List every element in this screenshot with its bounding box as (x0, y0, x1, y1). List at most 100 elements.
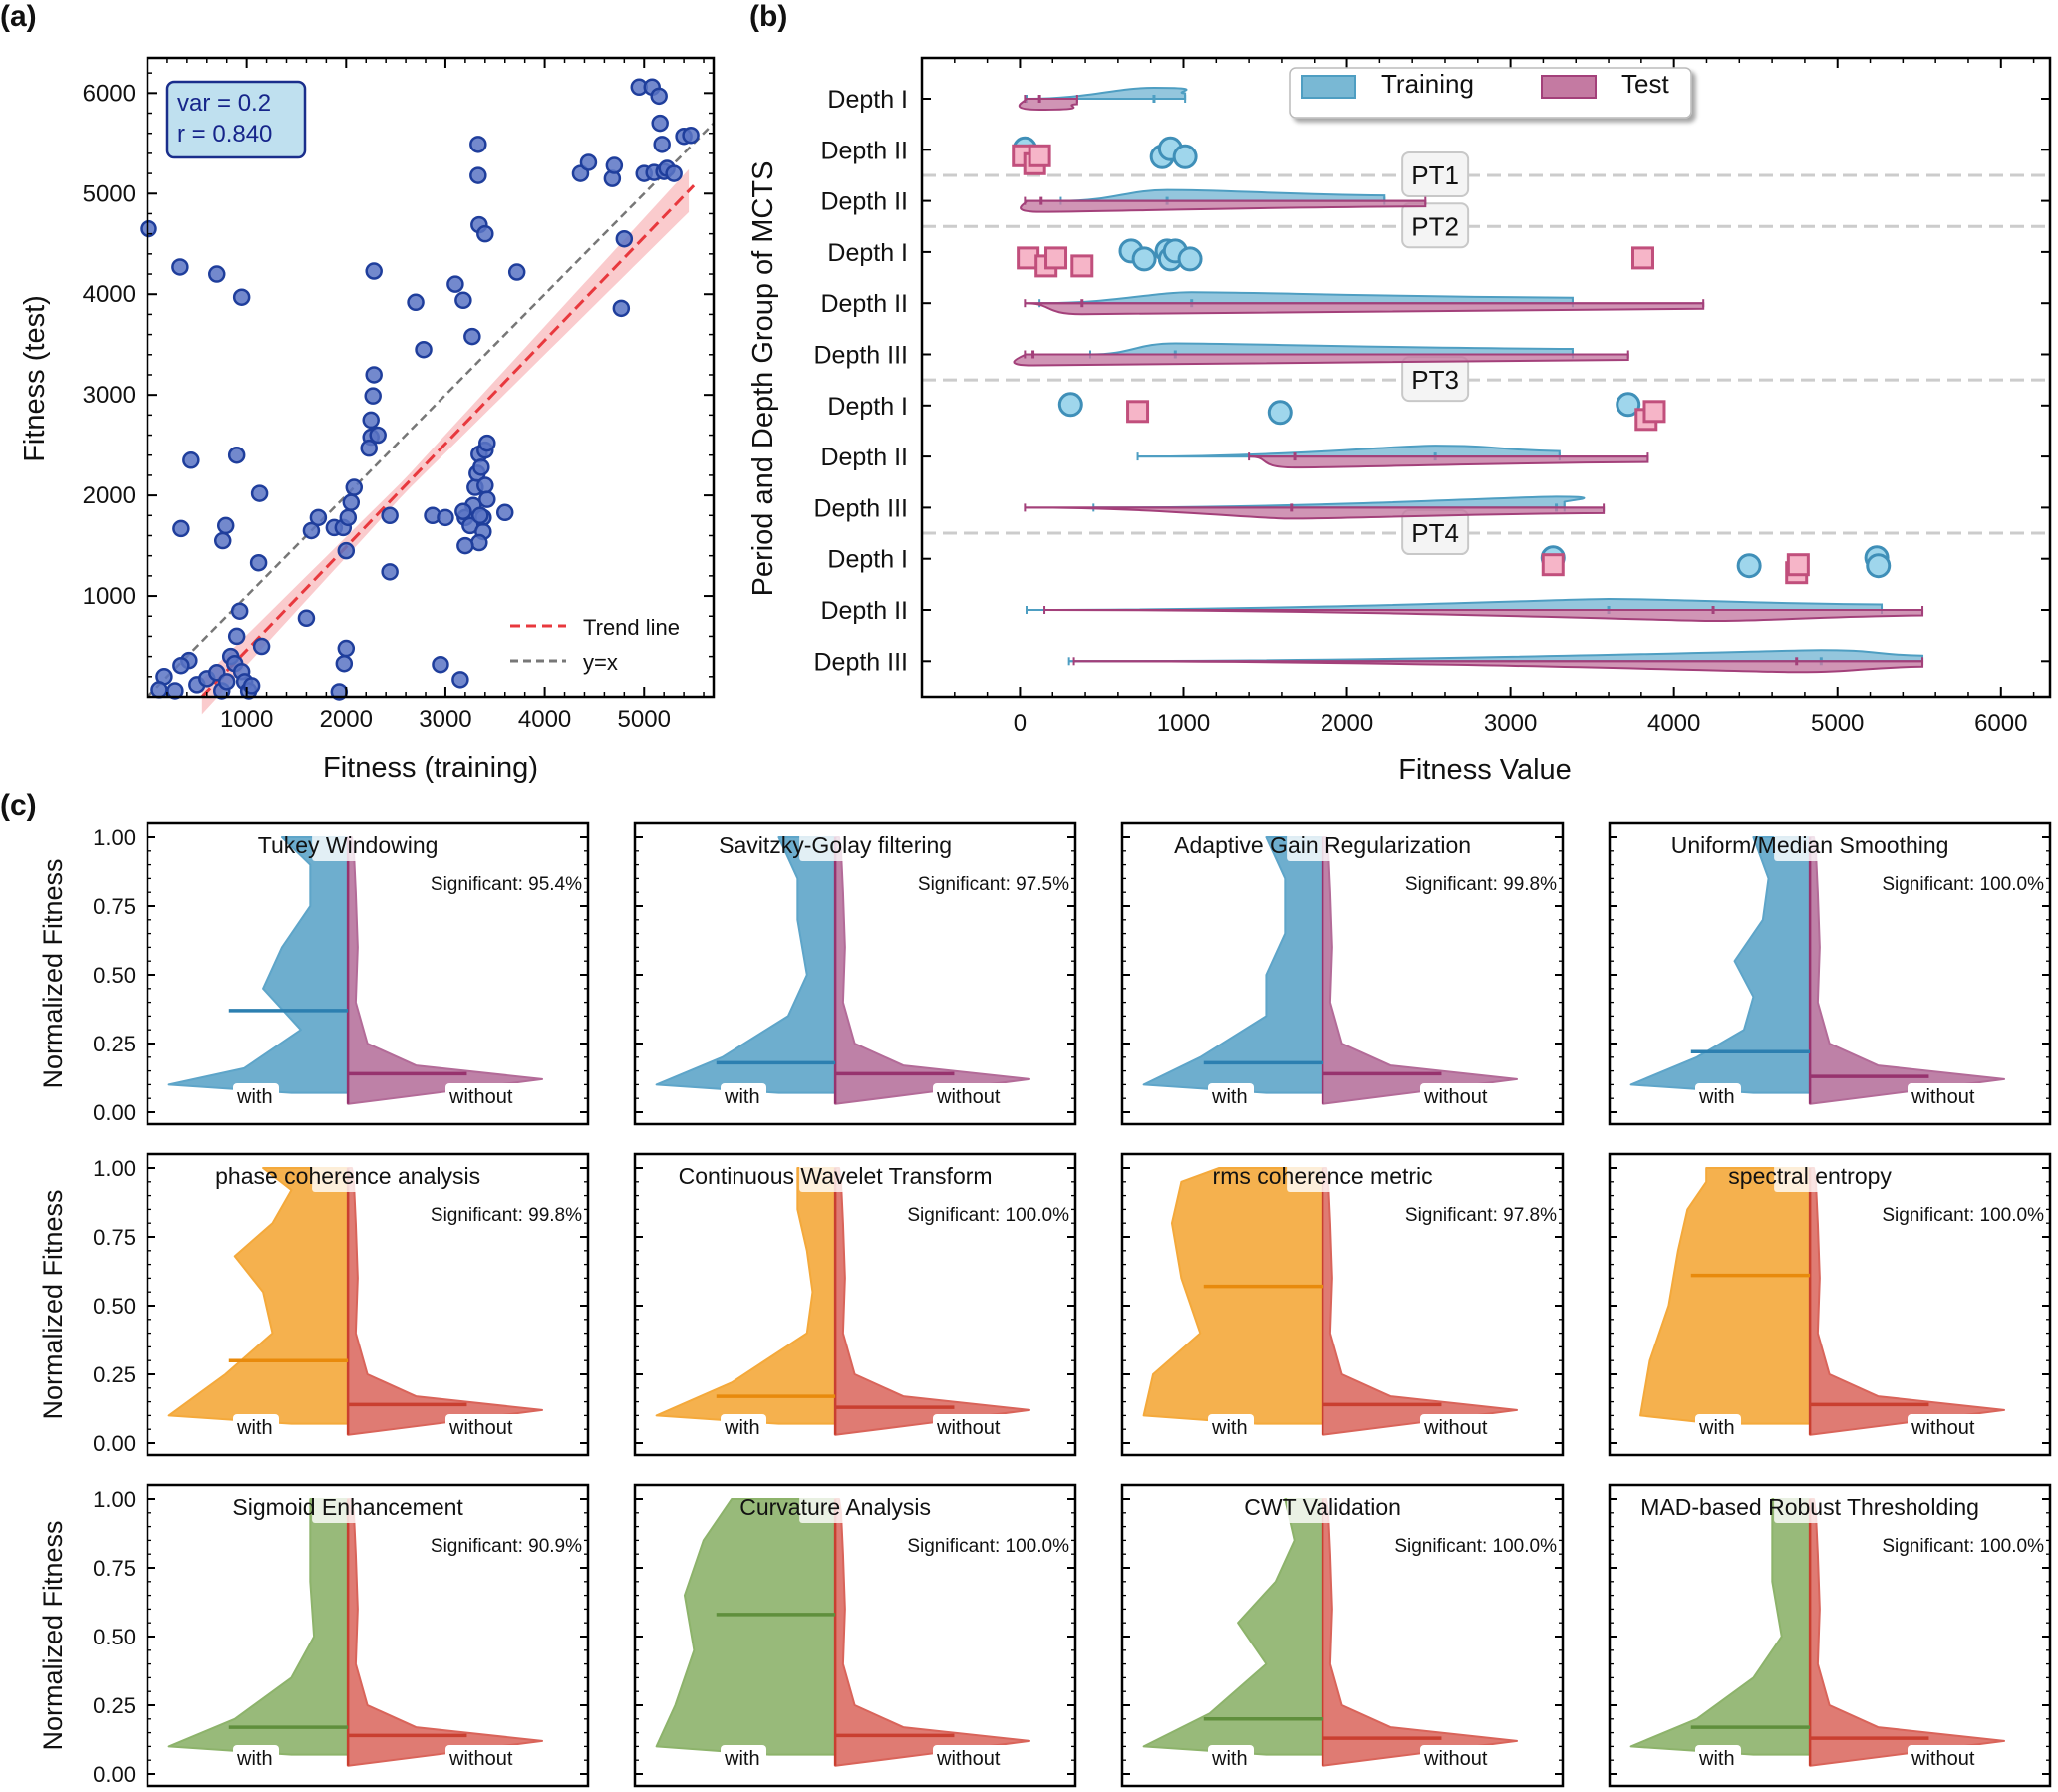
y-tick-label: 3000 (83, 382, 136, 409)
period-label-box (1401, 202, 1470, 249)
legend-test-swatch (1541, 75, 1597, 99)
period-label: PT2 (1411, 211, 1459, 241)
title-backing (312, 1162, 385, 1192)
with-label-backing (233, 1745, 279, 1771)
training-point (1131, 246, 1157, 272)
significance-label: Significant: 100.0% (1394, 1536, 1557, 1557)
without-label-backing (1420, 1414, 1496, 1440)
with-violin (167, 1167, 350, 1425)
significance-label: Significant: 97.5% (918, 874, 1069, 895)
scatter-point (605, 156, 624, 174)
scatter-point (172, 519, 190, 538)
without-label-backing (1908, 1745, 1983, 1771)
scatter-point (342, 493, 361, 511)
scatter-point (454, 291, 472, 310)
y-tick-label: 0.00 (93, 1762, 136, 1787)
without-label-backing (1908, 1414, 1983, 1440)
with-label-backing (1208, 1083, 1254, 1109)
scatter-point (242, 677, 261, 695)
scatter-point (381, 506, 399, 525)
trend-line (200, 184, 696, 699)
with-violin (1142, 836, 1324, 1094)
training-point (1736, 553, 1762, 579)
x-tick-label: 6000 (1974, 710, 2027, 737)
with-label-backing (1208, 1414, 1254, 1440)
training-point (1177, 246, 1203, 272)
panel-c-ylabel: Normalized Fitness (38, 1520, 68, 1750)
without-label-backing (1908, 1083, 1983, 1109)
test-violin (1073, 660, 1924, 674)
without-label-backing (445, 1745, 521, 1771)
y-tick-label: 0.50 (93, 963, 136, 988)
test-point (1642, 400, 1666, 424)
test-point (1630, 246, 1654, 270)
x-tick-label: 5000 (618, 706, 671, 733)
without-label-backing (933, 1745, 1009, 1771)
y-tick-label: 0.00 (93, 1431, 136, 1456)
scatter-point (454, 502, 472, 521)
training-violin (1039, 291, 1574, 305)
training-point (1172, 144, 1198, 169)
period-label-box (1401, 150, 1470, 197)
with-label-backing (1208, 1745, 1254, 1771)
test-point (1044, 246, 1068, 270)
scatter-point (360, 439, 378, 457)
x-tick-label: 4000 (518, 706, 571, 733)
test-violin (1018, 98, 1078, 112)
with-label: with (1698, 1417, 1735, 1439)
scatter-point (232, 288, 251, 306)
scatter-point (365, 366, 383, 384)
training-point (1616, 392, 1641, 418)
without-label: without (1911, 1417, 1975, 1439)
scatter-point (182, 451, 200, 469)
subplot-11: CWT Validation Significant: 100.0% with wit… (1120, 1483, 1565, 1788)
scatter-point (213, 531, 232, 550)
legend-training-label: Training (1381, 69, 1474, 99)
panel-b-legend: Training Test (1289, 67, 1692, 119)
scatter-point (653, 136, 671, 153)
with-label-backing (1695, 1083, 1741, 1109)
row-label: Depth III (814, 494, 909, 522)
significance-label: Significant: 100.0% (1882, 1205, 2044, 1226)
test-point (1070, 254, 1094, 278)
training-point (1267, 400, 1293, 426)
row-label: Depth II (820, 444, 908, 471)
panel-a-xlabel: Fitness (training) (323, 752, 538, 784)
title-backing (312, 831, 385, 861)
row-label: Depth III (814, 342, 909, 370)
scatter-point (476, 476, 494, 494)
scatter-point (309, 508, 328, 527)
period-label: PT4 (1411, 518, 1459, 548)
with-label-backing (1695, 1745, 1741, 1771)
without-label-backing (933, 1083, 1009, 1109)
with-violin (655, 1498, 837, 1756)
scatter-point (507, 263, 526, 281)
panel-label-c: (c) (0, 789, 37, 822)
with-label: with (1211, 1417, 1248, 1439)
y-tick-label: 0.25 (93, 1032, 136, 1056)
stats-r: r = 0.840 (177, 121, 272, 148)
x-tick-label: 0 (1014, 710, 1027, 737)
subplot-10: Curvature Analysis Significant: 100.0% wit… (633, 1483, 1077, 1788)
scatter-point (364, 387, 382, 405)
with-label: with (1211, 1086, 1248, 1108)
period-label: PT3 (1411, 365, 1459, 395)
panel-b-xlabel: Fitness Value (1398, 754, 1572, 786)
scatter-point (302, 521, 321, 540)
subplot-title: Adaptive Gain Regularization (1174, 832, 1471, 858)
panel-c-ylabel: Normalized Fitness (38, 858, 68, 1088)
subplot-6: Continuous Wavelet Transform Significant:… (633, 1152, 1077, 1457)
row-label: Depth III (814, 648, 909, 676)
scatter-point (337, 639, 356, 658)
x-tick-label: 5000 (1811, 710, 1864, 737)
significance-label: Significant: 100.0% (1882, 874, 2044, 895)
scatter-point (217, 673, 236, 691)
y-tick-label: 0.75 (93, 1225, 136, 1250)
row-label: Depth II (820, 188, 908, 216)
subplot-12: MAD-based Robust Thresholding Significant… (1608, 1483, 2052, 1788)
panel-b-ylabel: Period and Depth Group of MCTS (747, 161, 779, 597)
scatter-point (252, 637, 271, 656)
significance-label: Significant: 95.4% (431, 874, 582, 895)
subplot-8: spectral entropy Significant: 100.0% with w… (1608, 1152, 2052, 1457)
